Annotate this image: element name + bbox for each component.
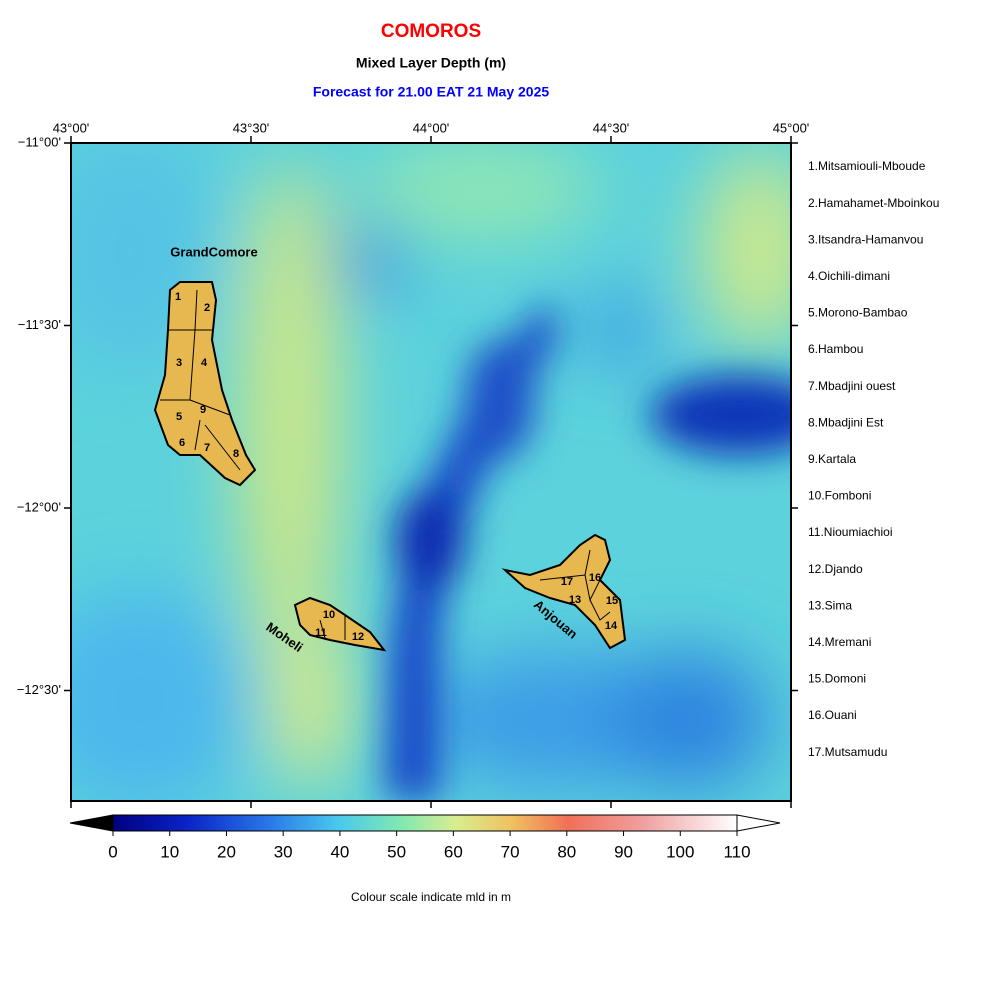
colorbar-tick-label: 60 xyxy=(444,842,463,861)
region-legend-entry: 15.Domoni xyxy=(808,672,866,686)
lon-label: 43°00' xyxy=(53,120,90,135)
region-number: 13 xyxy=(569,594,581,606)
lon-label: 43°30' xyxy=(233,120,270,135)
region-legend-entry: 9.Kartala xyxy=(808,452,856,466)
region-number: 16 xyxy=(589,572,601,584)
region-legend-entry: 17.Mutsamudu xyxy=(808,745,887,759)
region-borders xyxy=(160,289,611,640)
title: COMOROS xyxy=(381,21,481,42)
region-legend-entry: 13.Sima xyxy=(808,598,852,612)
region-number: 4 xyxy=(201,357,208,369)
region-number: 1 xyxy=(175,291,181,303)
colorbar xyxy=(113,815,737,831)
region-legend-entry: 2.Hamahamet-Mboinkou xyxy=(808,196,939,210)
region-legend-entry: 16.Ouani xyxy=(808,708,857,722)
lon-label: 44°00' xyxy=(413,120,450,135)
islands xyxy=(153,281,627,652)
map-field xyxy=(71,143,791,801)
region-number: 2 xyxy=(204,302,210,314)
lat-label: −11°30' xyxy=(18,317,61,332)
forecast: Forecast for 21.00 EAT 21 May 2025 xyxy=(313,84,550,100)
grand-comore-outline xyxy=(153,281,257,487)
region-legend-entry: 8.Mbadjini Est xyxy=(808,415,884,429)
colorbar-tick-label: 110 xyxy=(723,842,750,861)
region-number: 12 xyxy=(352,631,364,643)
colorbar-tick-label: 100 xyxy=(666,842,694,861)
lat-label: −12°30' xyxy=(17,682,61,697)
region-number: 7 xyxy=(204,442,210,454)
region-legend-entry: 6.Hambou xyxy=(808,342,863,356)
region-number: 15 xyxy=(606,595,618,607)
colorbar-tick-label: 80 xyxy=(557,842,576,861)
colorbar-tick-label: 70 xyxy=(501,842,520,861)
colorbar-tick-label: 30 xyxy=(274,842,293,861)
region-number: 6 xyxy=(179,437,185,449)
region-number: 17 xyxy=(561,576,573,588)
lon-label: 44°30' xyxy=(593,120,630,135)
subtitle: Mixed Layer Depth (m) xyxy=(356,55,506,71)
region-number: 14 xyxy=(605,620,618,632)
region-legend-entry: 4.Oichili-dimani xyxy=(808,269,890,283)
region-number: 9 xyxy=(200,404,206,416)
region-number: 11 xyxy=(315,627,327,639)
region-legend-entry: 3.Itsandra-Hamanvou xyxy=(808,232,923,246)
moheli-outline xyxy=(293,596,387,652)
island-label: GrandComore xyxy=(170,244,257,259)
region-number: 3 xyxy=(176,357,182,369)
region-legend-entry: 11.Nioumiachioi xyxy=(808,525,893,539)
region-number: 5 xyxy=(176,411,182,423)
region-legend-entry: 5.Morono-Bambao xyxy=(808,306,908,320)
region-number: 10 xyxy=(323,609,335,621)
region-legend-entry: 1.Mitsamiouli-Mboude xyxy=(808,159,926,173)
colorbar-tick-label: 10 xyxy=(160,842,179,861)
lon-label: 45°00' xyxy=(773,120,810,135)
colorbar-frame xyxy=(112,814,738,832)
lat-label: −12°00' xyxy=(17,499,61,514)
colorbar-max-arrow xyxy=(736,814,781,832)
region-legend-entry: 12.Djando xyxy=(808,562,863,576)
colorbar-tick-label: 0 xyxy=(108,842,117,861)
colorbar-tick-label: 20 xyxy=(217,842,236,861)
colorbar-min-arrow xyxy=(69,814,114,832)
colorbar-tick-label: 90 xyxy=(614,842,633,861)
region-legend-entry: 10.Fomboni xyxy=(808,489,871,503)
lat-label: −11°00' xyxy=(18,134,61,149)
colorbar-tick-label: 40 xyxy=(330,842,349,861)
region-number: 8 xyxy=(233,448,239,460)
region-legend-entry: 7.Mbadjini ouest xyxy=(808,379,896,393)
region-legend-entry: 14.Mremani xyxy=(808,635,871,649)
anjouan-outline xyxy=(501,533,627,650)
colorbar-tick-label: 50 xyxy=(387,842,406,861)
colorbar-caption: Colour scale indicate mld in m xyxy=(351,890,511,904)
